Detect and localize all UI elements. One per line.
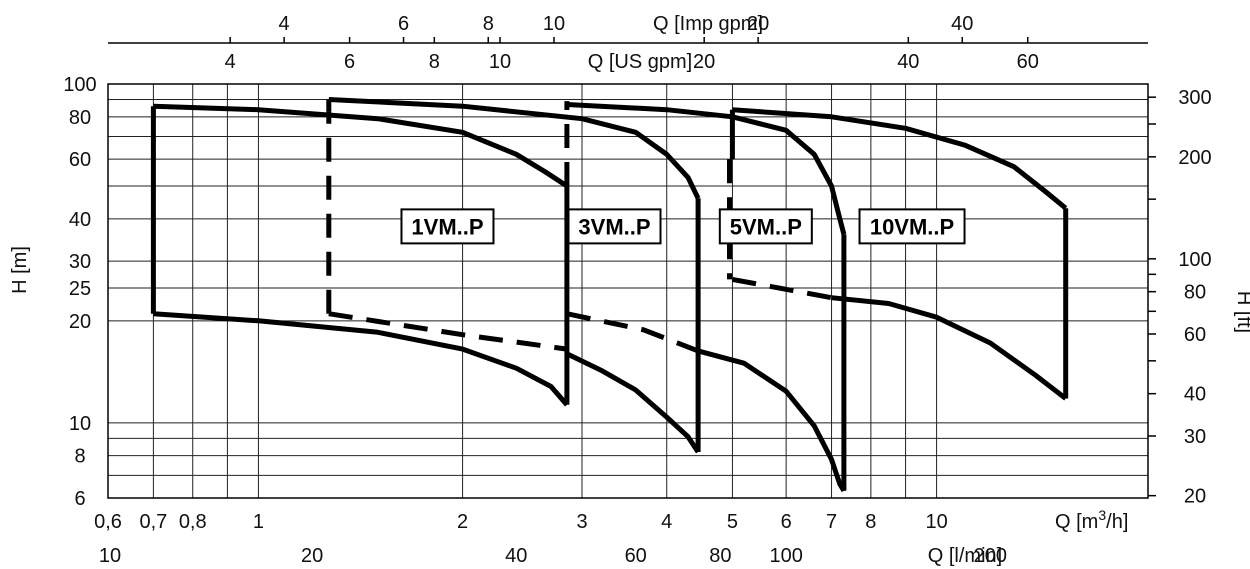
lpm-tick-label: 10 (99, 545, 121, 567)
x-tick-label: 3 (576, 511, 587, 533)
x-tick-label: 0,8 (179, 511, 207, 533)
lower-curve (565, 351, 701, 454)
us-gpm-tick-label: 20 (693, 51, 715, 73)
imp-gpm-tick-label: 4 (279, 13, 290, 35)
ft-axis-label: H [ft] (1233, 291, 1250, 333)
y-tick-label: 40 (69, 209, 91, 231)
series-5vmp (566, 102, 847, 493)
imp-gpm-tick-label: 8 (483, 13, 494, 35)
x-tick-label: 1 (253, 511, 264, 533)
ft-tick-label: 200 (1178, 147, 1211, 169)
series-label-box (718, 208, 813, 245)
series-label: 10VM..P (870, 214, 954, 239)
dashed-boundary (566, 311, 700, 354)
y-tick-label: 100 (63, 74, 96, 96)
x-tick-label: 6 (781, 511, 792, 533)
upper-curve (566, 102, 847, 235)
x-tick-label: 0,7 (139, 511, 167, 533)
y-tick-label: 30 (69, 251, 91, 273)
lower-curve (697, 348, 847, 493)
dashed-boundary (731, 276, 832, 301)
imp-gpm-tick-label: 20 (747, 13, 769, 35)
ft-tick-label: 40 (1184, 384, 1206, 406)
lpm-tick-label: 100 (769, 545, 802, 567)
series-10vmp (727, 107, 1068, 401)
ft-tick-label: 300 (1178, 87, 1211, 109)
ft-tick-label: 30 (1184, 426, 1206, 448)
series-label: 5VM..P (730, 214, 802, 239)
series-labels: 1VM..P 3VM..P 5VM..P 10VM..P (400, 208, 966, 245)
y-tick-label: 60 (69, 149, 91, 171)
lpm-tick-label: 200 (974, 545, 1007, 567)
imp-gpm-tick-label: 40 (951, 13, 973, 35)
lower-curve (831, 295, 1068, 401)
us-gpm-tick-label: 60 (1017, 51, 1039, 73)
ft-tick-label: 80 (1184, 282, 1206, 304)
series-label-box (858, 208, 966, 245)
ft-tick-label: 20 (1184, 486, 1206, 508)
x-tick-label: 5 (727, 511, 738, 533)
series-label: 3VM..P (578, 214, 650, 239)
series-label: 1VM..P (411, 214, 483, 239)
x-tick-label: 7 (826, 511, 837, 533)
series-label-box (567, 208, 662, 245)
series-1vmp (153, 103, 569, 407)
y-tick-label: 10 (69, 413, 91, 435)
lpm-tick-label: 40 (505, 545, 527, 567)
x-tick-label: 2 (457, 511, 468, 533)
y-tick-label: 20 (69, 311, 91, 333)
upper-curve (153, 103, 569, 189)
imp-gpm-tick-label: 10 (543, 13, 565, 35)
series-3vmp (328, 97, 701, 454)
lpm-tick-label: 80 (709, 545, 731, 567)
ft-tick-label: 60 (1184, 324, 1206, 346)
plot-frame (107, 83, 1149, 499)
lpm-axis-label: Q [l/min] (928, 545, 1002, 567)
series-label-box (400, 208, 495, 245)
grid (108, 83, 1148, 499)
us-gpm-tick-label: 8 (429, 51, 440, 73)
us-gpm-tick-label: 4 (225, 51, 236, 73)
x-tick-label: 0,6 (94, 511, 122, 533)
us-gpm-tick-label: 6 (344, 51, 355, 73)
us-gpm-tick-label: 40 (897, 51, 919, 73)
y-axis-label: H [m] (9, 246, 31, 294)
imp-gpm-tick-label: 6 (398, 13, 409, 35)
dashed-boundary (328, 311, 568, 352)
upper-curve (732, 107, 1068, 211)
imp-gpm-axis-label: Q [Imp gpm] (653, 13, 763, 35)
us-gpm-axis-label: Q [US gpm] (588, 51, 692, 73)
x-tick-label: 8 (865, 511, 876, 533)
lpm-tick-label: 20 (301, 545, 323, 567)
us-gpm-tick-label: 10 (489, 51, 511, 73)
y-tick-label: 25 (69, 278, 91, 300)
ft-tick-label: 100 (1178, 249, 1211, 271)
x-tick-label: 10 (925, 511, 947, 533)
y-tick-label: 8 (74, 446, 85, 468)
y-tick-label: 6 (74, 488, 85, 510)
curves (150, 97, 1069, 493)
y-tick-label: 80 (69, 107, 91, 129)
x-axis-label: Q [m3/h] (1055, 507, 1128, 533)
upper-curve (328, 97, 701, 200)
axes: 0,6 0,7 0,8 1 2 3 4 5 6 7 8 10 Q [m3/h] 10 20 40 60 80 100… (9, 13, 1250, 567)
x-tick-label: 4 (661, 511, 672, 533)
lower-curve (153, 311, 569, 407)
lpm-tick-label: 60 (625, 545, 647, 567)
